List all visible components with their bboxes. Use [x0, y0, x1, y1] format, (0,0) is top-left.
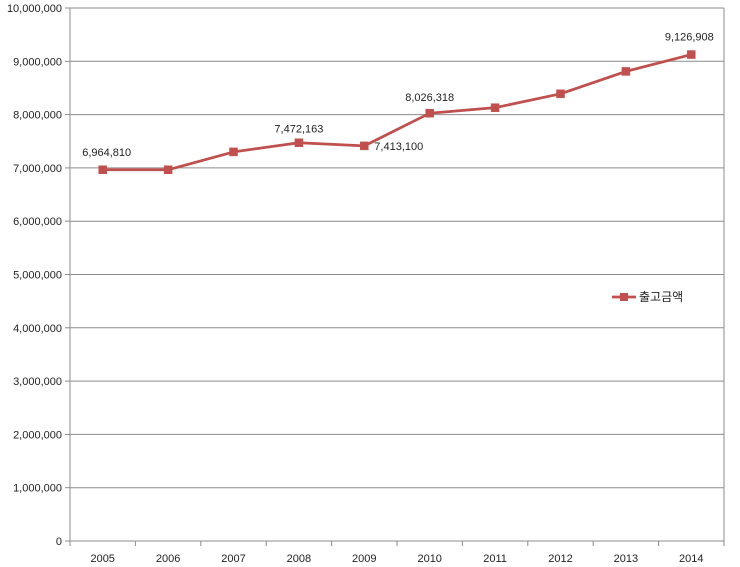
x-tick-label: 2007: [221, 553, 245, 565]
y-tick-label: 4,000,000: [13, 323, 62, 335]
data-point-marker: [98, 165, 107, 175]
data-point-marker: [294, 138, 304, 147]
data-point-marker: [556, 89, 565, 99]
x-tick-label: 2005: [90, 553, 114, 565]
y-tick-label: 3,000,000: [13, 376, 62, 388]
series-layer: [98, 50, 696, 175]
data-labels: 6,964,810 7,472,163 7,413,100 8,026,318 9,12…: [82, 32, 714, 159]
y-tick-label: 9,000,000: [13, 56, 62, 68]
data-point-marker: [490, 103, 500, 112]
data-label: 7,413,100: [374, 141, 423, 153]
data-point-marker: [425, 108, 434, 118]
y-axis: 0 1,000,000 2,000,000 3,000,000 4,000,000 5,0…: [7, 3, 725, 548]
legend-label: 출고금액: [639, 290, 683, 304]
y-tick-label: 8,000,000: [13, 110, 62, 122]
x-tick-label: 2014: [679, 553, 703, 565]
y-tick-label: 10,000,000: [7, 3, 62, 15]
data-point-marker: [229, 147, 238, 157]
legend: 출고금액: [612, 290, 683, 304]
y-tick-label: 0: [56, 536, 62, 548]
x-tick-label: 2008: [287, 553, 311, 565]
x-tick-label: 2006: [156, 553, 180, 565]
data-label: 7,472,163: [274, 124, 323, 136]
x-tick-label: 2010: [417, 553, 441, 565]
x-tick-label: 2013: [614, 553, 638, 565]
data-point-marker: [163, 165, 173, 175]
data-label: 9,126,908: [665, 32, 714, 44]
series-line: [102, 53, 692, 172]
y-tick-label: 5,000,000: [13, 270, 62, 282]
y-tick-label: 7,000,000: [13, 163, 62, 175]
data-label: 8,026,318: [405, 92, 454, 104]
legend-marker: [620, 293, 628, 301]
data-label: 6,964,810: [82, 147, 131, 159]
y-tick-label: 2,000,000: [13, 429, 62, 441]
data-point-marker: [360, 141, 369, 151]
x-tick-label: 2011: [483, 553, 507, 565]
x-tick-label: 2009: [352, 553, 376, 565]
x-tick-label: 2012: [548, 553, 572, 565]
data-point-marker: [687, 50, 696, 59]
y-tick-label: 1,000,000: [13, 483, 62, 495]
gridlines: [70, 7, 724, 542]
data-point-marker: [621, 67, 631, 76]
y-tick-label: 6,000,000: [13, 216, 62, 228]
x-axis: 2005 2006 2007 2008 2009 2010 2011 2012 2013 2014: [69, 540, 725, 565]
